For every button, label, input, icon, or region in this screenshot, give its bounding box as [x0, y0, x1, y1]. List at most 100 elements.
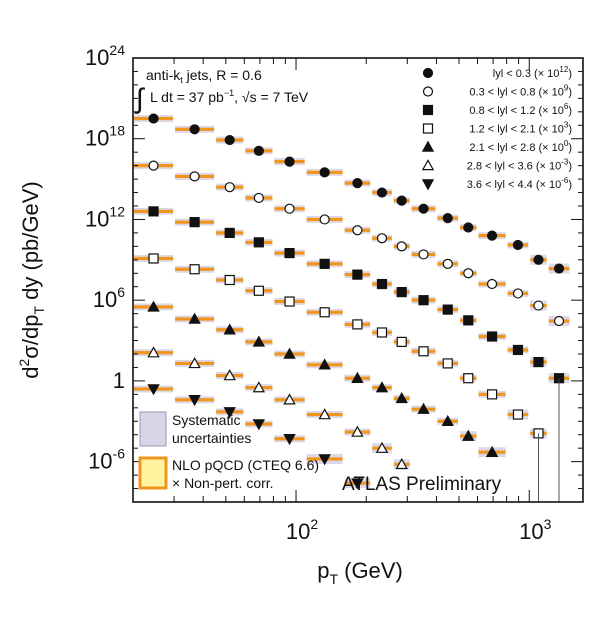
data-point: [395, 391, 408, 404]
systematic-label-2: uncertainties: [172, 430, 251, 446]
data-point: [352, 178, 363, 189]
data-point: [188, 312, 201, 324]
band-legend: Systematic uncertainties NLO pQCD (CTEQ …: [138, 411, 319, 491]
data-point: [417, 402, 430, 414]
data-point: [376, 327, 388, 338]
annotation-line-1: anti-kt jets, R = 0.6: [146, 67, 262, 85]
data-point: [442, 358, 453, 369]
y-axis-title: d2σ/dpT dy (pb/GeV): [16, 181, 47, 379]
data-point: [283, 393, 296, 405]
data-point: [189, 217, 200, 228]
data-point: [188, 357, 201, 369]
data-point: [376, 187, 388, 198]
data-point: [147, 384, 160, 396]
data-point: [253, 192, 264, 204]
data-point: [533, 254, 544, 265]
data-point: [224, 182, 235, 193]
data-point: [512, 288, 524, 299]
data-point: [396, 195, 407, 206]
data-point: [351, 478, 364, 490]
data-point: [418, 295, 429, 306]
data-point: [553, 315, 565, 327]
data-point: [148, 160, 159, 171]
data-point: [533, 300, 544, 311]
data-point: [396, 241, 407, 252]
data-point: [223, 369, 236, 381]
data-point: [512, 344, 524, 356]
data-point: [463, 373, 474, 384]
data-point: [318, 454, 331, 466]
data-point: [418, 249, 429, 260]
data-point: [395, 457, 408, 470]
data-point: [252, 335, 266, 347]
data-point: [376, 233, 388, 244]
data-point: [352, 225, 363, 236]
data-point: [319, 307, 330, 318]
data-point: [224, 274, 235, 286]
data-point: [188, 395, 201, 407]
data-point: [533, 356, 544, 368]
data-point: [553, 263, 565, 274]
legend-marker: [421, 179, 435, 191]
data-point: [462, 429, 475, 441]
nlo-swatch: [138, 456, 168, 490]
data-point: [376, 278, 388, 290]
series-legend: lyl < 0.3 (× 1012) 0.3 < lyl < 0.8 (× 109…: [421, 65, 572, 191]
data-point: [189, 264, 200, 275]
data-point: [442, 213, 453, 224]
data-point: [147, 346, 160, 358]
data-point: [442, 258, 453, 269]
data-point: [253, 285, 264, 296]
data-point: [485, 445, 499, 457]
legend-marker: [421, 159, 435, 171]
data-point: [319, 258, 330, 269]
x-tick-label: 102: [286, 516, 318, 544]
y-tick-label: 106: [93, 284, 125, 312]
x-axis-title: pT (GeV): [317, 558, 403, 587]
data-point: [319, 167, 330, 178]
legend-marker: [422, 67, 434, 79]
data-point: [318, 408, 331, 420]
data-point: [486, 389, 498, 400]
legend-label: lyl < 0.3 (× 1012): [493, 65, 572, 80]
systematic-swatch: [139, 411, 167, 447]
legend-label: 2.8 < lyl < 3.6 (× 10-3): [467, 158, 572, 173]
legend-marker: [422, 86, 434, 97]
legend-label: 0.3 < lyl < 0.8 (× 109): [469, 84, 572, 99]
nlo-label-2: × Non-pert. corr.: [172, 475, 274, 491]
data-point: [375, 441, 389, 453]
data-point: [147, 300, 160, 312]
data-point: [396, 287, 407, 298]
data-point: [463, 222, 474, 233]
data-point: [486, 278, 498, 290]
data-point: [486, 230, 498, 241]
data-point: [351, 371, 364, 383]
data-point: [512, 409, 524, 420]
data-point: [396, 336, 407, 347]
data-point: [351, 425, 364, 437]
data-point: [418, 203, 429, 214]
y-tick-label: 1024: [85, 42, 125, 70]
legend-marker: [421, 140, 435, 152]
data-point: [223, 323, 236, 335]
data-point: [224, 227, 235, 239]
legend-label: 1.2 < lyl < 2.1 (× 103): [469, 121, 572, 136]
data-point: [189, 171, 200, 182]
plot-frame: [132, 57, 584, 503]
y-tick-label: 10-6: [88, 446, 125, 474]
legend-label: 2.1 < lyl < 2.8 (× 100): [469, 139, 572, 154]
data-point: [318, 358, 331, 370]
data-point: [486, 331, 498, 342]
data-point: [441, 414, 454, 427]
data-point: [284, 296, 295, 307]
annotation-line-2: L dt = 37 pb−1, √s = 7 TeV: [150, 88, 309, 105]
legend-marker: [422, 104, 434, 116]
axis-ticks: 1024 1018 1012 106 1 10-6 102 103: [85, 42, 583, 544]
data-point: [224, 134, 235, 146]
nlo-label-1: NLO pQCD (CTEQ 6.6): [172, 457, 319, 473]
data-point: [189, 124, 200, 135]
data-point: [284, 203, 295, 214]
data-point: [284, 247, 295, 259]
y-tick-label: 1: [113, 368, 125, 393]
data-point: [375, 381, 389, 393]
